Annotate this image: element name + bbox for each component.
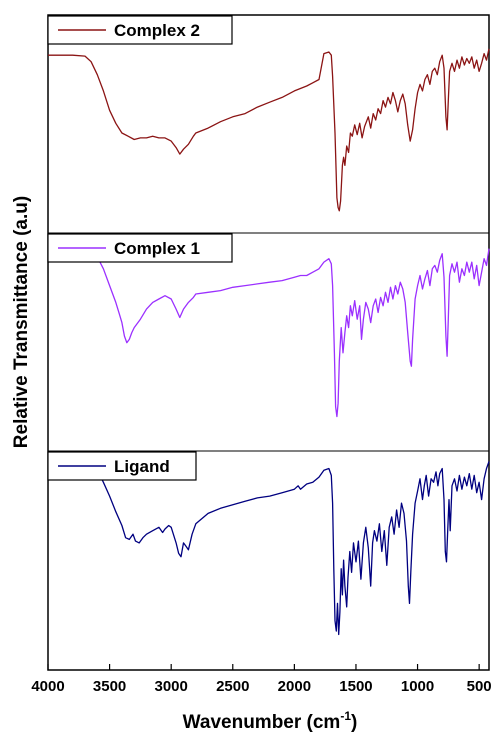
legend-label: Ligand xyxy=(114,457,170,476)
legend-label: Complex 1 xyxy=(114,239,200,258)
x-axis-ticks: 4000 3500 3000 2500 2000 1500 1000 500 xyxy=(31,664,492,695)
x-tick-label: 2000 xyxy=(278,678,311,695)
series-line-ligand xyxy=(94,461,490,636)
legend-label: Complex 2 xyxy=(114,21,200,40)
series-line-complex-1 xyxy=(94,248,490,418)
x-axis-title-superscript: -1 xyxy=(340,709,351,723)
spectra xyxy=(48,48,490,636)
legend-complex-2: Complex 2 xyxy=(47,15,233,45)
x-tick-label: 1500 xyxy=(339,678,372,695)
x-tick-label: 3000 xyxy=(154,678,187,695)
x-tick-label: 2500 xyxy=(216,678,249,695)
plot-frame xyxy=(47,14,490,671)
x-tick-label: 3500 xyxy=(93,678,126,695)
series-line-complex-2 xyxy=(48,48,490,212)
x-axis-title: Wavenumber (cm-1) xyxy=(183,709,358,733)
x-tick-label: 500 xyxy=(467,678,492,695)
y-axis-title: Relative Transmittance (a.u) xyxy=(11,196,32,448)
legend-complex-1: Complex 1 xyxy=(47,233,233,263)
x-tick-label: 4000 xyxy=(31,678,64,695)
x-tick-label: 1000 xyxy=(401,678,434,695)
legends: Complex 2 Complex 1 Ligand xyxy=(47,15,233,481)
legend-ligand: Ligand xyxy=(47,451,197,481)
legend-box xyxy=(47,15,233,45)
